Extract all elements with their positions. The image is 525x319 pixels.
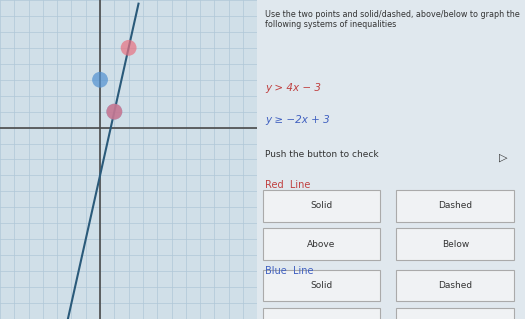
FancyBboxPatch shape xyxy=(396,308,514,319)
FancyBboxPatch shape xyxy=(396,190,514,222)
FancyBboxPatch shape xyxy=(262,228,381,260)
Text: Red  Line: Red Line xyxy=(265,180,311,190)
Text: Dashed: Dashed xyxy=(438,201,472,210)
Text: y > 4x − 3: y > 4x − 3 xyxy=(265,83,321,93)
Text: Above: Above xyxy=(307,240,335,249)
FancyBboxPatch shape xyxy=(262,308,381,319)
Text: Blue  Line: Blue Line xyxy=(265,266,314,276)
Text: Push the button to check: Push the button to check xyxy=(265,150,379,159)
Point xyxy=(124,45,133,50)
FancyBboxPatch shape xyxy=(396,228,514,260)
Point xyxy=(110,109,119,114)
Text: Solid: Solid xyxy=(310,201,333,210)
Text: Dashed: Dashed xyxy=(438,281,472,290)
Point xyxy=(96,77,104,82)
FancyBboxPatch shape xyxy=(262,190,381,222)
Text: Below: Below xyxy=(442,240,469,249)
Text: y ≥ −2x + 3: y ≥ −2x + 3 xyxy=(265,115,330,125)
Text: Solid: Solid xyxy=(310,281,333,290)
FancyBboxPatch shape xyxy=(396,270,514,301)
Text: Use the two points and solid/dashed, above/below to graph the
following systems : Use the two points and solid/dashed, abo… xyxy=(265,10,520,29)
Point xyxy=(110,109,119,114)
Text: ▷: ▷ xyxy=(499,153,508,163)
FancyBboxPatch shape xyxy=(262,270,381,301)
